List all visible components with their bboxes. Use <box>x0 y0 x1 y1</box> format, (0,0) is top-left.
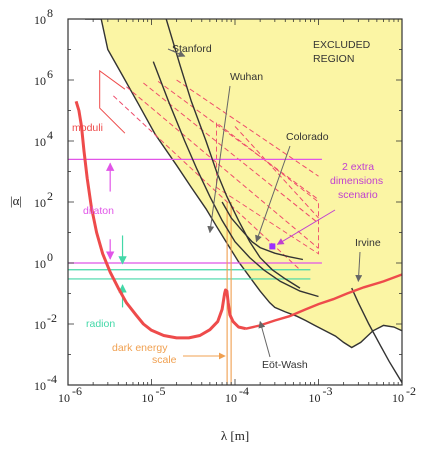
wuhan-pointer <box>207 85 231 234</box>
extra-dimensions-dash-2 <box>157 80 319 201</box>
x-tick-label: 10 <box>392 391 404 405</box>
stanford-pointer <box>167 48 186 57</box>
excluded-region-boundary <box>85 19 402 349</box>
series-line-stanford <box>165 19 301 289</box>
y-tick-exponent: 8 <box>47 6 53 20</box>
y-tick-exponent: 0 <box>47 250 53 264</box>
x-tick-exponent: -5 <box>156 384 166 398</box>
moduli-label: moduli <box>72 122 103 134</box>
series-line-wuhan <box>152 61 319 298</box>
extra-dimensions-point <box>269 243 276 250</box>
series-line-etwash <box>245 273 402 330</box>
y-tick-exponent: 4 <box>47 128 53 142</box>
extra-dimensions-dash-0 <box>126 86 319 249</box>
y-tick-label: 10 <box>34 379 46 393</box>
y-axis-label: |α| <box>10 193 22 208</box>
dark-energy-label-1: dark energy <box>112 342 168 354</box>
dilaton-label: dilaton <box>83 205 114 217</box>
y-tick-label: 10 <box>34 257 46 271</box>
y-tick-label: 10 <box>34 13 46 27</box>
eotwash-label: Eöt-Wash <box>262 359 308 371</box>
excluded-region-label-2: REGION <box>313 53 354 65</box>
x-tick-exponent: -2 <box>406 384 416 398</box>
y-tick-exponent: -2 <box>47 311 57 325</box>
x-tick-label: 10 <box>309 391 321 405</box>
irvine-pointer <box>355 251 363 283</box>
irvine-label: Irvine <box>355 237 381 249</box>
extra-dimensions-label-2: dimensions <box>330 175 383 187</box>
x-tick-label: 10 <box>225 391 237 405</box>
extra-dimensions-pointer <box>276 209 336 245</box>
colorado-pointer <box>255 145 291 243</box>
wuhan-label: Wuhan <box>230 71 263 83</box>
dark-energy-label-2: scale <box>152 354 177 366</box>
extra-dimensions-dash-1 <box>143 82 319 224</box>
y-tick-exponent: 2 <box>47 189 53 203</box>
moduli-curve <box>74 100 247 340</box>
series-line-colorado <box>221 201 304 261</box>
extra-dimensions-dash-5 <box>234 126 319 219</box>
x-tick-exponent: -6 <box>72 384 82 398</box>
y-tick-label: 10 <box>34 135 46 149</box>
y-tick-label: 10 <box>34 318 46 332</box>
extra-dimensions-label-1: 2 extra <box>342 161 374 173</box>
eotwash-pointer <box>258 320 271 358</box>
extra-dimensions-dash-3 <box>176 79 319 177</box>
x-tick-exponent: -3 <box>323 384 333 398</box>
x-tick-exponent: -4 <box>239 384 249 398</box>
series-line-irvine <box>351 287 402 383</box>
excluded-region <box>85 19 402 348</box>
x-tick-label: 10 <box>142 391 154 405</box>
extra-dimensions-box <box>216 122 319 255</box>
moduli-bracket <box>99 69 126 134</box>
y-tick-label: 10 <box>34 196 46 210</box>
y-tick-label: 10 <box>34 74 46 88</box>
extra-dimensions-dash-4 <box>113 95 301 271</box>
colorado-label: Colorado <box>286 131 329 143</box>
excluded-region-label: EXCLUDED <box>313 39 371 51</box>
y-tick-exponent: 6 <box>47 67 53 81</box>
x-tick-label: 10 <box>58 391 70 405</box>
radion-label: radion <box>86 318 115 330</box>
x-axis-label: λ [m] <box>221 428 249 443</box>
extra-dimensions-label-3: scenario <box>338 189 378 201</box>
y-tick-exponent: -4 <box>47 372 57 386</box>
